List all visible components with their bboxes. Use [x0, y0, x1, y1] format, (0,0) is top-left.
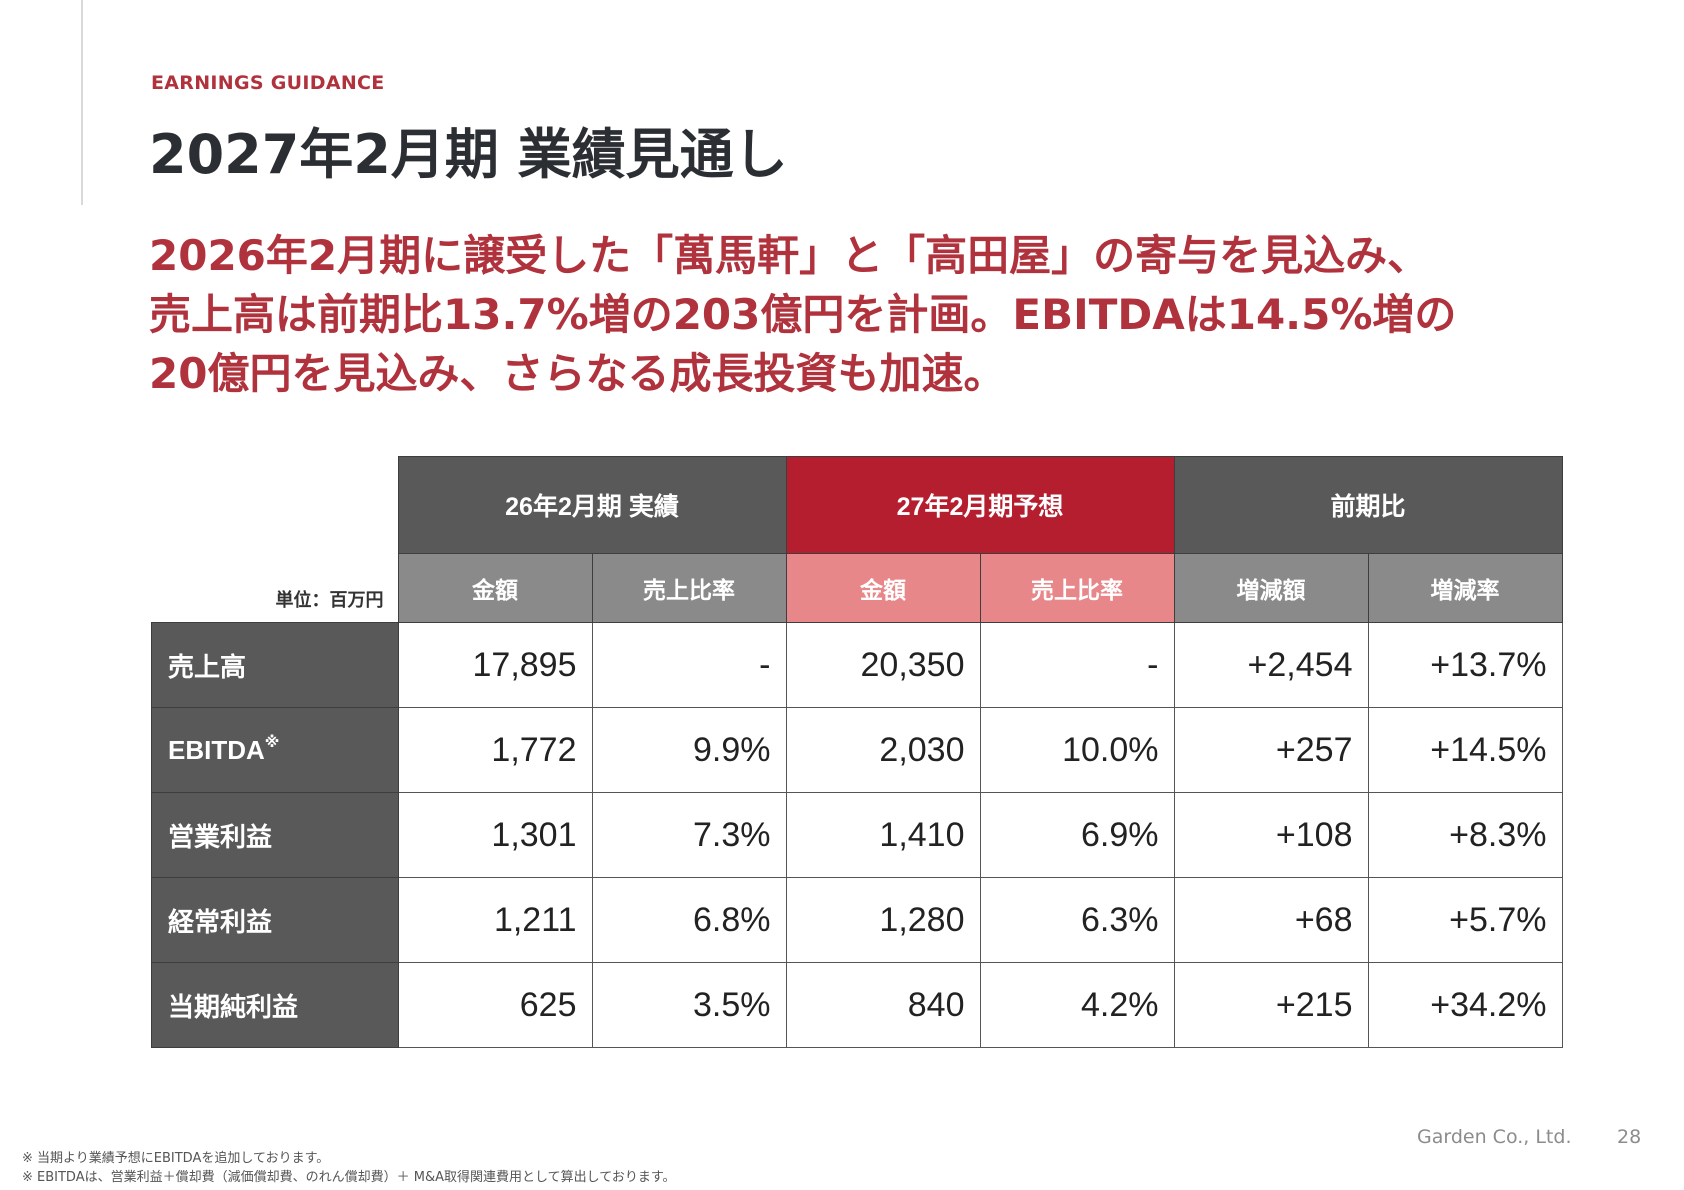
company-name: Garden Co., Ltd. [1417, 1126, 1572, 1148]
lead-statement: 2026年2月期に譲受した「萬馬軒」と「高田屋」の寄与を見込み、 売上高は前期比… [149, 226, 1569, 403]
row-label-net-income: 当期純利益 [151, 962, 399, 1048]
table-cell: +2,454 [1173, 622, 1369, 708]
table-cell: 1,301 [397, 792, 593, 878]
group-header-yoy: 前期比 [1173, 456, 1563, 554]
table-cell: 6.9% [979, 792, 1175, 878]
table-cell: 2,030 [785, 707, 981, 793]
lead-line-2: 売上高は前期比13.7%増の203億円を計画。EBITDAは14.5%増の [149, 290, 1457, 339]
subheader-forecast-amount: 金額 [785, 553, 981, 623]
table-cell: +108 [1173, 792, 1369, 878]
subheader-actual-ratio: 売上比率 [591, 553, 787, 623]
table-cell: 625 [397, 962, 593, 1048]
table-cell: 7.3% [591, 792, 787, 878]
table-cell: 17,895 [397, 622, 593, 708]
table-cell: +68 [1173, 877, 1369, 963]
row-label-operating-income: 営業利益 [151, 792, 399, 878]
table-row-ebitda: EBITDA※ 1,772 9.9% 2,030 10.0% +257 +14.… [151, 707, 1563, 793]
footnote-2: ※ EBITDAは、営業利益＋償却費（減価償却費、のれん償却費）＋ M&A取得関… [22, 1170, 676, 1185]
table-cell: 20,350 [785, 622, 981, 708]
footnotes: ※ 当期より業績予想にEBITDAを追加しております。 ※ EBITDAは、営業… [22, 1149, 676, 1187]
group-header-forecast: 27年2月期予想 [785, 456, 1175, 554]
unit-label: 単位：百万円 [275, 590, 384, 610]
footnote-1: ※ 当期より業績予想にEBITDAを追加しております。 [22, 1151, 330, 1166]
section-eyebrow: EARNINGS GUIDANCE [151, 72, 385, 94]
table-cell: 1,410 [785, 792, 981, 878]
table-cell: +34.2% [1367, 962, 1563, 1048]
table-row-operating-income: 営業利益 1,301 7.3% 1,410 6.9% +108 +8.3% [151, 792, 1563, 878]
table-cell: +5.7% [1367, 877, 1563, 963]
table-corner: 単位：百万円 [151, 456, 398, 623]
table-cell: 9.9% [591, 707, 787, 793]
table-cell: +215 [1173, 962, 1369, 1048]
earnings-table: 単位：百万円 26年2月期 実績 27年2月期予想 前期比 金額 売上比率 金額… [151, 456, 1563, 1048]
table-cell: 1,211 [397, 877, 593, 963]
table-cell: - [979, 622, 1175, 708]
row-label-sales: 売上高 [151, 622, 399, 708]
footnote-mark: ※ [264, 733, 280, 751]
table-row-net-income: 当期純利益 625 3.5% 840 4.2% +215 +34.2% [151, 962, 1563, 1048]
table-cell: 1,772 [397, 707, 593, 793]
table-cell: 6.3% [979, 877, 1175, 963]
table-cell: 10.0% [979, 707, 1175, 793]
table-cell: 6.8% [591, 877, 787, 963]
table-row-ordinary-income: 経常利益 1,211 6.8% 1,280 6.3% +68 +5.7% [151, 877, 1563, 963]
table-cell: +257 [1173, 707, 1369, 793]
page-number: 28 [1617, 1126, 1642, 1148]
subheader-change-rate: 増減率 [1367, 553, 1563, 623]
table-cell: 1,280 [785, 877, 981, 963]
table-row-sales: 売上高 17,895 - 20,350 - +2,454 +13.7% [151, 622, 1563, 708]
subheader-change-amount: 増減額 [1173, 553, 1369, 623]
lead-line-3: 20億円を見込み、さらなる成長投資も加速。 [149, 349, 1006, 398]
group-header-actual: 26年2月期 実績 [397, 456, 787, 554]
lead-line-1: 2026年2月期に譲受した「萬馬軒」と「高田屋」の寄与を見込み、 [149, 231, 1430, 280]
table-cell: +8.3% [1367, 792, 1563, 878]
vertical-divider [81, 0, 83, 205]
subheader-actual-amount: 金額 [397, 553, 593, 623]
table-cell: 3.5% [591, 962, 787, 1048]
table-cell: 4.2% [979, 962, 1175, 1048]
row-label-ordinary-income: 経常利益 [151, 877, 399, 963]
table-cell: +13.7% [1367, 622, 1563, 708]
row-label-ebitda: EBITDA※ [151, 707, 399, 793]
table-cell: - [591, 622, 787, 708]
subheader-forecast-ratio: 売上比率 [979, 553, 1175, 623]
table-cell: 840 [785, 962, 981, 1048]
table-cell: +14.5% [1367, 707, 1563, 793]
page-title: 2027年2月期 業績見通し [149, 123, 788, 186]
